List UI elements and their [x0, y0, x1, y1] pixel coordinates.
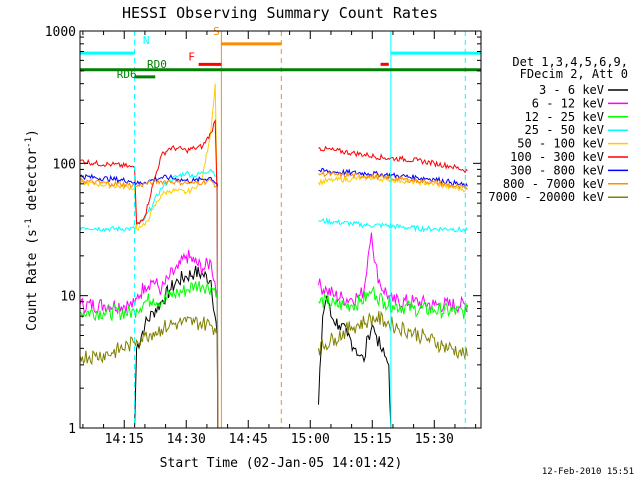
flag-label-rd6: RD6	[117, 68, 137, 81]
footer-timestamp: 12-Feb-2010 15:51	[542, 467, 634, 477]
y-axis-label: Count Rate (s-1 detector-1)	[24, 129, 40, 331]
y-tick-label-100: 100	[53, 157, 76, 172]
legend-label-6-12-kev: 6 - 12 keV	[532, 96, 604, 110]
y-axis-label-sup2: -1	[24, 137, 34, 148]
series-line-6-12-kev	[79, 232, 468, 429]
x-tick-label-14-15: 14:15	[105, 432, 144, 447]
legend-label-25-50-kev: 25 - 50 keV	[525, 123, 604, 137]
legend-label-300-800-kev: 300 - 800 keV	[510, 163, 604, 177]
legend-label-12-25-kev: 12 - 25 keV	[525, 110, 604, 124]
legend-header-line-1: Det 1,3,4,5,6,9,	[512, 55, 628, 69]
y-tick-label-1: 1	[68, 422, 76, 437]
series-layer	[79, 83, 468, 429]
x-tick-label-15-00: 15:00	[291, 432, 330, 447]
x-tick-label-14-30: 14:30	[167, 432, 206, 447]
flag-layer: N S F RD0 RD6	[80, 25, 481, 81]
flag-label-f: F	[188, 50, 195, 63]
chart-title: HESSI Observing Summary Count Rates	[122, 4, 438, 22]
x-tick-label-15-30: 15:30	[415, 432, 454, 447]
legend-label-7000-20000-kev: 7000 - 20000 keV	[488, 190, 604, 204]
x-tick-label-15-15: 15:15	[353, 432, 392, 447]
flag-label-n: N	[143, 34, 150, 47]
series-line-12-25-kev	[79, 280, 468, 429]
plot-frame	[79, 30, 482, 429]
x-axis-label: Start Time (02-Jan-05 14:01:42)	[160, 456, 403, 471]
series-line-100-300-kev	[79, 118, 468, 429]
y-tick-label-10: 10	[60, 290, 76, 305]
legend-label-3-6-kev: 3 - 6 keV	[539, 83, 604, 97]
y-tick-label-1000: 1000	[45, 25, 76, 40]
legend-label-800-7000-kev: 800 - 7000 keV	[503, 177, 604, 191]
y-axis-label-main: Count Rate (s	[25, 229, 40, 331]
series-line-3-6-kev	[134, 265, 392, 429]
legend-label-50-100-kev: 50 - 100 keV	[517, 137, 604, 151]
legend-label-100-300-kev: 100 - 300 keV	[510, 150, 604, 164]
series-line-25-50-kev	[79, 168, 468, 429]
series-line-800-7000-kev	[79, 170, 468, 429]
y-axis-label-sup1: -1	[24, 218, 34, 229]
x-tick-label-14-45: 14:45	[229, 432, 268, 447]
legend: Det 1,3,4,5,6,9, FDecim 2, Att 0 3 - 6 k…	[488, 55, 628, 204]
flag-label-rd0: RD0	[147, 58, 167, 71]
y-axis-label-end: )	[25, 129, 40, 137]
legend-header-line-2: FDecim 2, Att 0	[520, 67, 628, 81]
series-line-7000-20000-kev	[79, 310, 468, 429]
flag-label-s: S	[213, 25, 220, 38]
y-axis-label-mid: detector	[25, 148, 40, 219]
tick-layer: 14:15 14:30 14:45 15:00 15:15 15:30 1 10 100 1000	[45, 25, 481, 447]
